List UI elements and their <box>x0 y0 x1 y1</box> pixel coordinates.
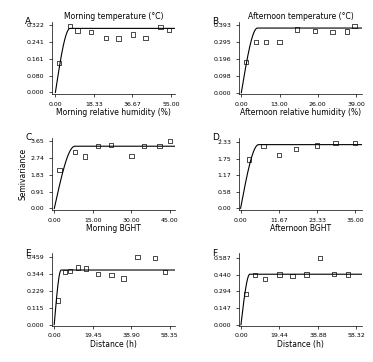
Point <box>157 24 163 30</box>
Point <box>351 23 357 29</box>
Point <box>143 35 149 41</box>
Point <box>162 269 168 275</box>
Point <box>329 29 335 35</box>
Point <box>333 140 339 146</box>
Title: Morning temperature (°C): Morning temperature (°C) <box>64 12 163 21</box>
Point <box>252 272 258 278</box>
Point <box>293 146 299 152</box>
Point <box>108 142 114 148</box>
Point <box>152 255 158 261</box>
X-axis label: Afternoon BGHT: Afternoon BGHT <box>270 224 331 233</box>
Point <box>276 39 282 45</box>
Point <box>82 153 88 159</box>
Point <box>95 143 101 149</box>
Point <box>157 143 163 149</box>
Point <box>134 254 140 260</box>
Point <box>141 143 147 149</box>
X-axis label: Morning BGHT: Morning BGHT <box>86 224 141 233</box>
Point <box>289 273 295 279</box>
Title: Afternoon temperature (°C): Afternoon temperature (°C) <box>248 12 353 21</box>
Point <box>83 266 89 272</box>
Point <box>115 35 121 41</box>
Point <box>128 153 134 159</box>
Point <box>56 60 62 66</box>
Point <box>103 35 109 41</box>
Point <box>253 39 259 45</box>
Point <box>243 59 249 65</box>
Point <box>317 255 323 261</box>
Point <box>276 272 282 277</box>
X-axis label: Distance (h): Distance (h) <box>90 340 137 349</box>
Text: C.: C. <box>25 133 34 142</box>
Point <box>75 265 81 270</box>
Point <box>352 140 358 146</box>
Point <box>95 271 101 277</box>
Point <box>62 269 68 275</box>
Point <box>130 32 136 38</box>
X-axis label: Afternoon relative humidity (%): Afternoon relative humidity (%) <box>240 108 361 117</box>
Point <box>261 143 267 149</box>
Point <box>166 27 172 33</box>
Point <box>303 272 309 277</box>
Text: A.: A. <box>25 17 34 26</box>
Point <box>75 28 81 33</box>
Text: B.: B. <box>212 17 221 26</box>
Point <box>167 138 173 144</box>
Point <box>276 152 282 158</box>
Point <box>263 39 269 45</box>
Point <box>314 143 320 148</box>
X-axis label: Morning relative humidity (%): Morning relative humidity (%) <box>56 108 171 117</box>
Point <box>120 276 126 282</box>
Text: E.: E. <box>25 249 34 258</box>
Text: D.: D. <box>212 133 222 142</box>
Point <box>262 276 268 282</box>
Point <box>56 167 62 173</box>
Point <box>312 28 318 34</box>
Text: F.: F. <box>212 249 219 258</box>
Y-axis label: Semivariance: Semivariance <box>19 148 28 200</box>
Point <box>331 271 337 277</box>
Point <box>243 291 249 297</box>
Point <box>246 157 252 163</box>
Point <box>72 150 78 155</box>
Point <box>67 268 73 274</box>
Point <box>109 272 115 278</box>
Point <box>88 29 94 35</box>
Point <box>345 272 351 277</box>
Point <box>55 298 61 303</box>
X-axis label: Distance (h): Distance (h) <box>277 340 324 349</box>
Point <box>294 26 300 32</box>
Point <box>344 29 350 34</box>
Point <box>67 24 73 29</box>
